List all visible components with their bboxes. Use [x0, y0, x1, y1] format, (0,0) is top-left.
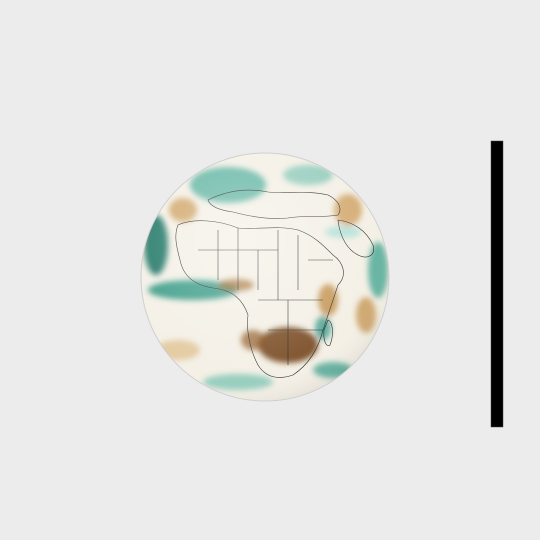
globe[interactable]: [138, 150, 392, 404]
globe-shading: [141, 153, 389, 401]
globe-outline: [140, 152, 390, 402]
colorbar-gradient: [490, 140, 504, 428]
globe-svg[interactable]: [138, 150, 392, 404]
colorbar: [490, 140, 504, 428]
